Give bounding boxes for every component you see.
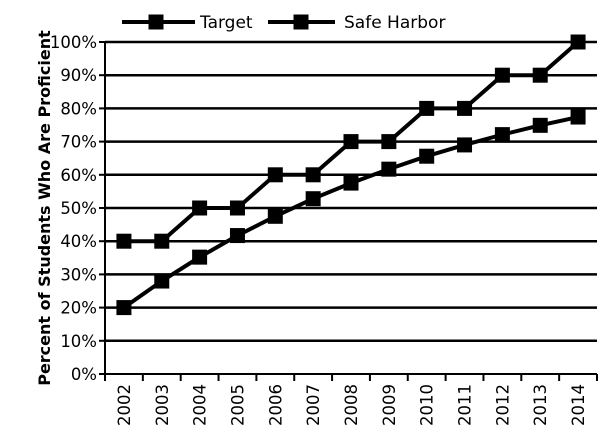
axes: [99, 41, 598, 381]
y-tick-labels: 0% 10% 20% 30% 40% 50% 60% 70% 80% 90% 100%: [50, 33, 97, 384]
y-tick-label: 0%: [71, 365, 97, 384]
data-point: [229, 200, 245, 216]
x-tick-label: 2007: [304, 384, 323, 426]
x-tick-label: 2002: [115, 384, 134, 426]
x-tick-label: 2011: [456, 384, 475, 426]
x-tick-label: 2008: [342, 384, 361, 426]
data-point: [532, 117, 548, 133]
data-point: [343, 134, 359, 150]
legend-label: Target: [199, 13, 253, 33]
data-point: [192, 249, 208, 265]
x-tick-label: 2009: [380, 384, 399, 426]
y-tick-label: 70%: [60, 133, 97, 152]
y-axis-title: Percent of Students Who Are Proficient: [35, 30, 54, 386]
y-tick-label: 10%: [60, 332, 97, 351]
x-tick-label: 2005: [228, 384, 247, 426]
x-tick-label: 2004: [191, 384, 210, 426]
data-point: [305, 191, 321, 207]
data-point: [343, 175, 359, 191]
x-tick-label: 2012: [493, 384, 512, 426]
y-tick-label: 80%: [60, 99, 97, 118]
data-point: [419, 148, 435, 164]
data-point: [267, 167, 283, 183]
data-point: [457, 100, 473, 116]
y-tick-label: 60%: [60, 166, 97, 185]
data-point: [192, 200, 208, 216]
x-tick-label: 2003: [153, 384, 172, 426]
legend-marker: [293, 14, 309, 30]
legend-marker: [148, 14, 164, 30]
y-tick-label: 50%: [60, 199, 97, 218]
legend: Target Safe Harbor: [122, 13, 445, 33]
data-point: [154, 273, 170, 289]
series-lines: [116, 34, 586, 316]
data-point: [381, 134, 397, 150]
x-tick-labels: 2002 2003 2004 2005 2006 2007 2008 2009 2010 2011…: [115, 384, 588, 426]
data-point: [267, 208, 283, 224]
data-point: [570, 109, 586, 125]
data-point: [570, 34, 586, 50]
data-point: [532, 67, 548, 83]
data-point: [116, 233, 132, 249]
data-point: [419, 100, 435, 116]
x-tick-label: 2010: [418, 384, 437, 426]
data-point: [494, 127, 510, 143]
y-tick-label: 20%: [60, 299, 97, 318]
x-tick-label: 2014: [569, 384, 588, 426]
data-point: [494, 67, 510, 83]
data-point: [116, 300, 132, 316]
y-tick-label: 40%: [60, 232, 97, 251]
data-point: [457, 137, 473, 153]
gridlines: [105, 40, 597, 343]
x-tick-label: 2006: [266, 384, 285, 426]
y-tick-label: 30%: [60, 265, 97, 284]
legend-label: Safe Harbor: [344, 13, 445, 33]
data-point: [229, 228, 245, 244]
data-point: [381, 161, 397, 177]
y-tick-label: 100%: [50, 33, 97, 52]
x-tick-label: 2013: [531, 384, 550, 426]
data-point: [154, 233, 170, 249]
y-tick-label: 90%: [60, 66, 97, 85]
data-point: [305, 167, 321, 183]
